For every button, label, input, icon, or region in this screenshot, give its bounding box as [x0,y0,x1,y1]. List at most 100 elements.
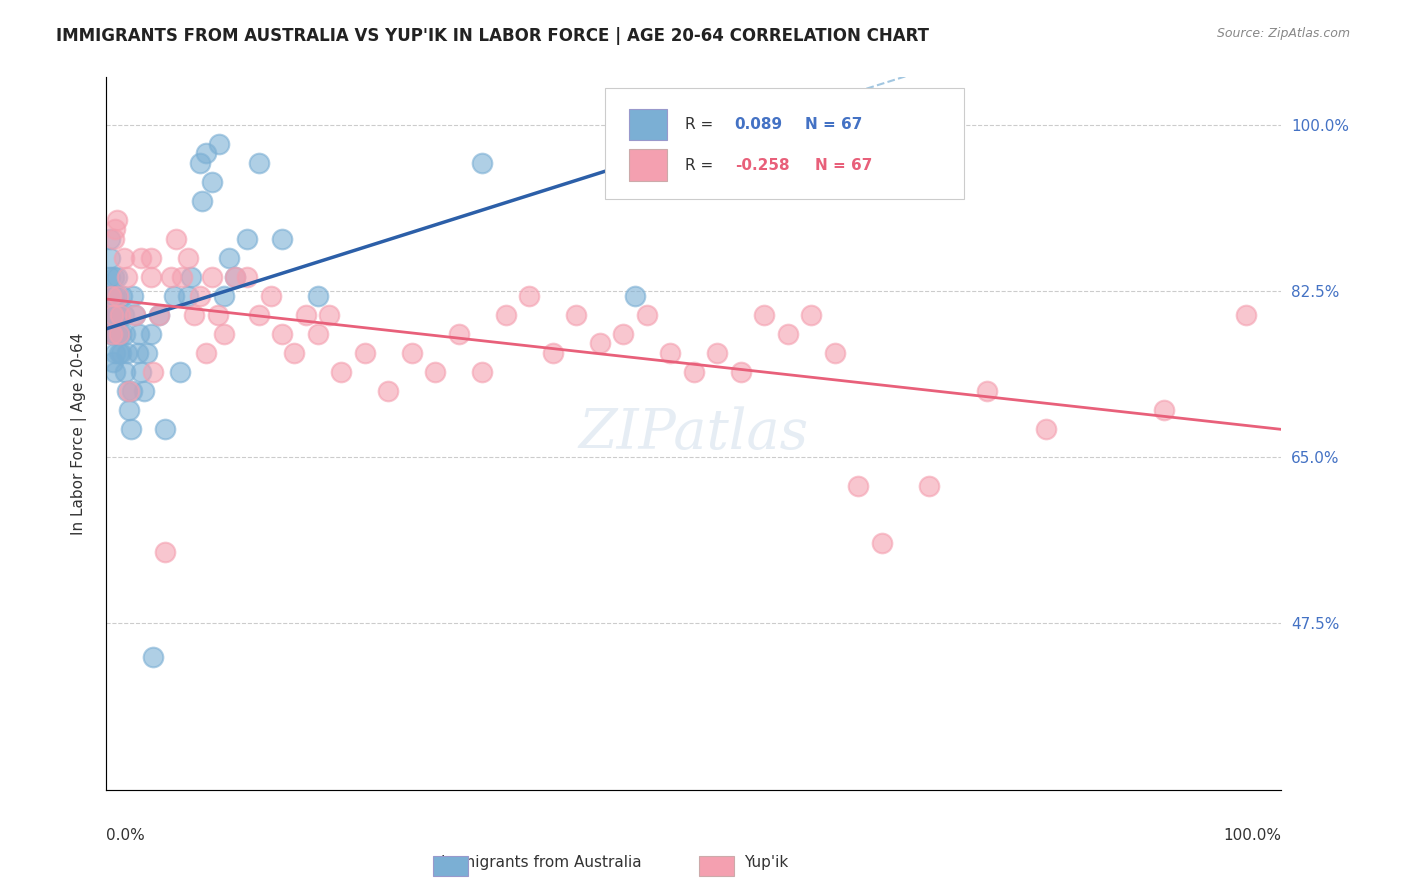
Point [98,269,121,284]
Text: N = 67: N = 67 [814,158,872,172]
Point [142,649,165,664]
Point [212,289,235,303]
Point [283,346,305,360]
Point [148,308,170,322]
Bar [628,149,666,181]
Point [120,422,142,436]
Point [101,355,124,369]
Point [191,194,214,208]
Point [104,326,127,341]
Point [271,232,294,246]
Point [377,384,399,398]
Point [495,308,517,322]
Point [111,289,134,303]
Point [247,308,270,322]
Point [101,326,124,341]
Point [118,384,141,398]
Text: R =: R = [685,117,714,132]
Point [98,232,121,246]
Point [101,289,124,303]
Bar [628,109,666,140]
Point [103,308,125,322]
Point [588,336,610,351]
Point [115,384,138,398]
Point [330,365,353,379]
Point [127,346,149,360]
Point [98,289,121,303]
Point [103,289,125,303]
Point [101,308,124,322]
Point [148,308,170,322]
Point [353,346,375,360]
Point [136,346,159,360]
Point [752,308,775,322]
Point [129,365,152,379]
Point [128,326,150,341]
Point [110,326,132,341]
Point [100,308,122,322]
FancyBboxPatch shape [606,88,965,199]
Point [218,251,240,265]
Point [612,326,634,341]
Text: -0.258: -0.258 [735,158,789,172]
Point [401,346,423,360]
Point [207,308,229,322]
Text: Yup'ik: Yup'ik [744,855,789,870]
Y-axis label: In Labor Force | Age 20-64: In Labor Force | Age 20-64 [72,333,87,534]
Point [471,156,494,170]
Point [166,232,188,246]
Point [105,308,128,322]
Point [188,289,211,303]
Point [104,222,127,236]
Point [224,269,246,284]
Point [124,308,146,322]
Point [153,545,176,559]
Point [101,326,124,341]
Point [682,365,704,379]
Point [776,326,799,341]
Point [565,308,588,322]
Point [104,365,127,379]
Point [846,479,869,493]
Point [118,402,141,417]
Point [212,326,235,341]
Point [122,289,145,303]
Point [105,269,128,284]
Point [194,346,217,360]
Point [824,346,846,360]
Point [636,308,658,322]
Point [177,251,200,265]
Point [101,308,124,322]
Point [1035,422,1057,436]
Point [107,308,129,322]
Text: 0.0%: 0.0% [105,828,145,843]
Text: N = 67: N = 67 [806,117,862,132]
Point [129,251,152,265]
Point [800,308,823,322]
Text: Source: ZipAtlas.com: Source: ZipAtlas.com [1216,27,1350,40]
Point [623,289,645,303]
Point [115,269,138,284]
Point [180,269,202,284]
Point [307,289,329,303]
Point [188,156,211,170]
Point [105,289,128,303]
Point [976,384,998,398]
Point [108,308,131,322]
Point [307,326,329,341]
Point [132,384,155,398]
Text: Immigrants from Australia: Immigrants from Australia [441,855,641,870]
Point [105,213,128,227]
Point [100,289,122,303]
Point [98,308,121,322]
Point [124,308,146,322]
Point [108,326,131,341]
Point [112,251,135,265]
Point [98,251,121,265]
Point [139,251,162,265]
Point [177,289,200,303]
Point [259,289,281,303]
Point [114,326,136,341]
Point [201,269,224,284]
Point [172,269,194,284]
